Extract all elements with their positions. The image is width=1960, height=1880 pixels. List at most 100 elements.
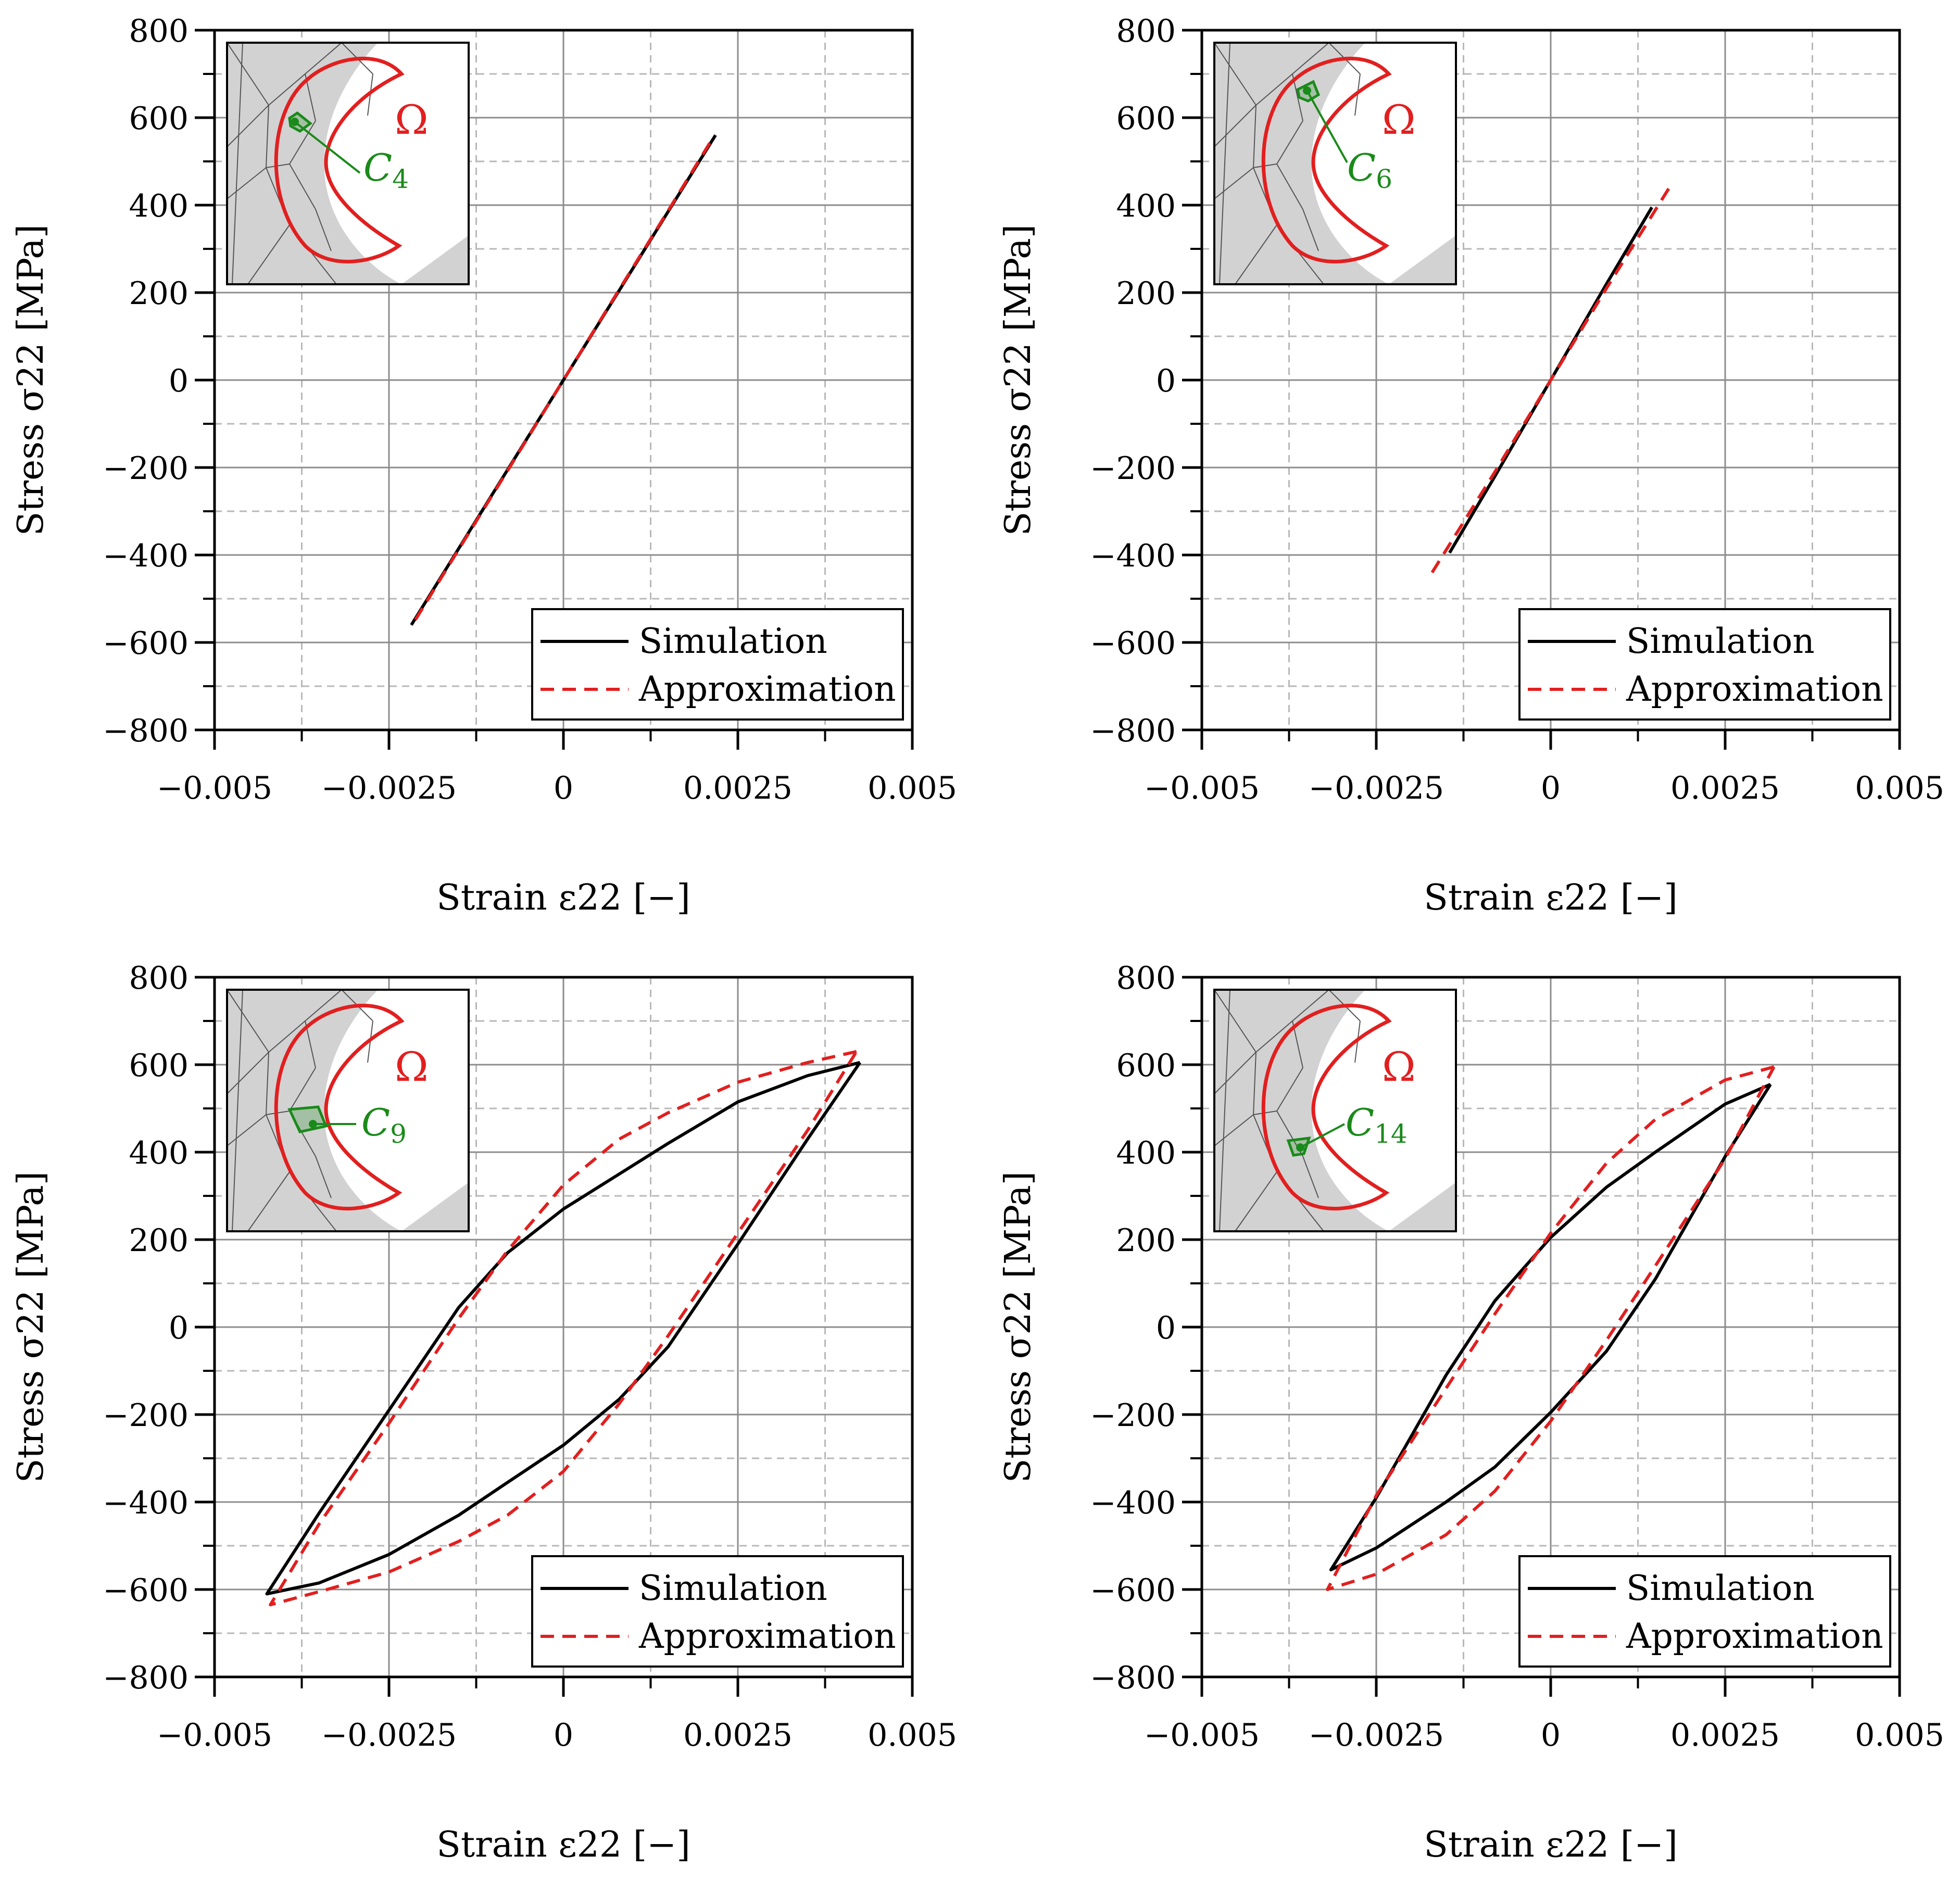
y-tick-label: 800: [129, 960, 189, 996]
y-tick-label: −400: [103, 538, 189, 574]
legend-frame: [531, 608, 904, 721]
inset-mesh-line: [1253, 1052, 1257, 1115]
inset-mesh-line: [1235, 224, 1277, 285]
inset-frame: [1213, 42, 1457, 285]
y-tick-label: −800: [103, 713, 189, 749]
inset-mesh-line: [315, 209, 332, 251]
x-tick-label: −0.005: [1144, 1717, 1260, 1753]
omega-boundary: [1261, 56, 1392, 263]
cell-leader-line: [294, 121, 361, 174]
legend-label-simulation: Simulation: [1626, 1568, 1815, 1608]
inset-mesh-line: [227, 989, 269, 1053]
y-tick-label: −200: [103, 1397, 189, 1434]
y-tick-label: −400: [103, 1485, 189, 1521]
legend-frame: [531, 1555, 904, 1668]
omega-boundary: [274, 1003, 405, 1210]
inset-mesh-line: [266, 1052, 269, 1115]
inset-mesh-line: [1302, 1156, 1319, 1198]
inset-mesh-line: [1292, 42, 1329, 74]
inset-mesh-line: [268, 73, 306, 106]
inset-mesh-line: [1276, 1067, 1303, 1112]
omega-label: Ω: [1382, 1044, 1416, 1091]
y-tick-label: 600: [1116, 100, 1176, 137]
y-tick-label: 200: [1116, 1222, 1176, 1259]
inset-mesh-corner: [401, 235, 469, 284]
y-tick-label: −800: [1090, 1660, 1176, 1696]
inset-mesh-line: [1253, 105, 1257, 168]
inset-mesh-line: [227, 1052, 269, 1094]
y-tick-label: 400: [129, 1135, 189, 1171]
series-line-approximation: [1326, 1065, 1776, 1591]
y-tick-label: −600: [103, 1572, 189, 1609]
y-tick-label: 200: [1116, 275, 1176, 312]
inset-mesh-line: [232, 989, 243, 1232]
inset-mesh-line: [227, 42, 269, 106]
legend-label-approximation: Approximation: [1626, 669, 1883, 709]
axes-frame: [1200, 976, 1901, 1679]
x-tick-label: −0.0025: [1309, 1717, 1444, 1753]
x-tick-label: −0.0025: [1309, 770, 1444, 806]
x-axis-label: Strain ε22 [−]: [436, 877, 690, 918]
inset-mesh-line: [289, 1067, 316, 1112]
omega-boundary: [1261, 1003, 1392, 1210]
legend-frame: [1518, 608, 1891, 721]
x-tick-label: 0.0025: [1670, 770, 1780, 806]
inset-mesh-line: [232, 42, 243, 285]
y-tick-label: −400: [1090, 538, 1176, 574]
x-tick-label: −0.005: [157, 1717, 272, 1753]
legend-label-approximation: Approximation: [638, 669, 896, 709]
chart-panel-2: −0.005 −0.0025 0 0.0025 0.005 800 600 400 200 0 −2…: [998, 13, 1944, 918]
inset-mesh: ΩC6: [1213, 42, 1457, 285]
inset-mesh-line: [247, 1171, 290, 1232]
x-axis-label: Strain ε22 [−]: [1424, 1824, 1678, 1865]
y-tick-label: −400: [1090, 1485, 1176, 1521]
y-tick-label: 200: [129, 1222, 189, 1259]
inset-mesh-line: [247, 224, 290, 285]
series-line-simulation: [410, 134, 717, 626]
inset-mesh-line: [289, 120, 316, 165]
series-line-simulation: [265, 1061, 861, 1596]
omega-label: Ω: [1382, 97, 1416, 144]
inset-mesh-line: [266, 105, 269, 168]
axes-frame: [213, 29, 914, 731]
inset-mesh-line: [315, 1156, 332, 1198]
inset-frame: [1213, 989, 1457, 1232]
x-tick-label: 0: [554, 1717, 573, 1753]
legend-label-simulation: Simulation: [639, 621, 827, 661]
x-tick-label: 0.0025: [1670, 1717, 1780, 1753]
omega-label: Ω: [395, 1044, 429, 1091]
omega-boundary: [274, 56, 405, 263]
inset-mesh-line: [1214, 167, 1254, 199]
legend-label-simulation: Simulation: [639, 1568, 827, 1608]
legend: Simulation Approximation: [531, 1555, 904, 1668]
inset-mesh-line: [1235, 1171, 1277, 1232]
y-tick-label: 600: [1116, 1048, 1176, 1084]
x-tick-label: 0: [1541, 770, 1561, 806]
highlighted-cell: [287, 1105, 328, 1133]
axes-frame: [213, 976, 914, 1679]
inset-mesh-line: [1214, 1114, 1254, 1146]
inset-mesh-line: [305, 989, 342, 1021]
series-line-approximation: [269, 1050, 858, 1607]
inset-mesh: ΩC9: [226, 989, 470, 1232]
cell-label-index: 6: [1376, 164, 1392, 194]
y-axis-label: Stress σ22 [MPa]: [998, 224, 1039, 536]
y-tick-label: −600: [1090, 625, 1176, 662]
y-tick-label: 800: [1116, 13, 1176, 49]
x-tick-label: 0.005: [868, 770, 957, 806]
y-tick-label: −800: [103, 1660, 189, 1696]
inset-mesh-line: [1214, 105, 1257, 147]
y-tick-label: 0: [169, 1310, 189, 1346]
y-tick-label: −200: [103, 450, 189, 487]
inset-mesh-line: [268, 1020, 306, 1053]
inset-frame: [226, 989, 470, 1232]
y-tick-label: 0: [1156, 363, 1176, 399]
x-tick-label: 0.005: [868, 1717, 957, 1753]
legend-label-approximation: Approximation: [1626, 1616, 1883, 1656]
inset-mesh-line: [1219, 42, 1230, 285]
cell-label-index: 9: [390, 1119, 407, 1149]
y-tick-label: 400: [1116, 1135, 1176, 1171]
inset-mesh-line: [1219, 989, 1230, 1232]
cell-label-index: 14: [1374, 1119, 1408, 1149]
